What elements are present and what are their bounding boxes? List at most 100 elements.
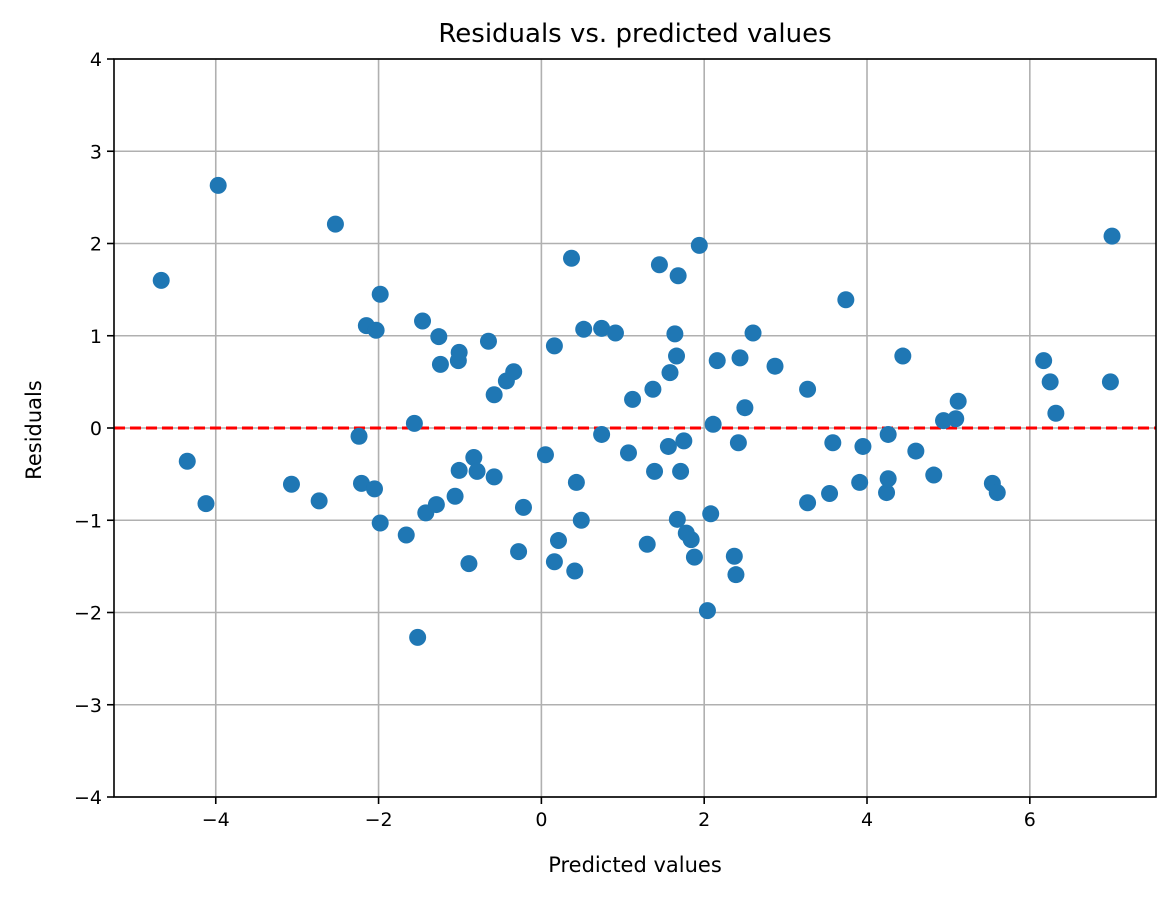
data-point: [485, 386, 503, 404]
data-point: [659, 437, 677, 455]
data-point: [427, 496, 445, 514]
data-point: [646, 462, 664, 480]
data-point: [566, 562, 584, 580]
data-point: [821, 484, 839, 502]
y-tick-label: 1: [90, 326, 102, 348]
y-tick-label: −3: [74, 695, 102, 717]
data-point: [725, 547, 743, 565]
data-point: [282, 475, 300, 493]
y-axis-label: Residuals: [22, 380, 46, 480]
y-tick-label: 0: [90, 418, 102, 440]
data-point: [414, 312, 432, 330]
data-point: [731, 349, 749, 367]
data-point: [638, 535, 656, 553]
data-points: [152, 176, 1121, 646]
data-point: [682, 531, 700, 549]
y-axis-ticks: −4 −3 −2 −1 0 1 2 3 4: [74, 49, 114, 809]
data-point: [668, 510, 686, 528]
data-point: [1035, 352, 1053, 370]
data-point: [209, 176, 227, 194]
data-point: [549, 532, 567, 550]
data-point: [947, 410, 965, 428]
data-point: [371, 285, 389, 303]
data-point: [197, 495, 215, 513]
data-point: [371, 514, 389, 532]
x-tick-label: −2: [365, 809, 393, 831]
x-axis-ticks: −4 −2 0 2 4 6: [202, 797, 1036, 831]
y-tick-label: −1: [74, 510, 102, 532]
data-point: [352, 474, 370, 492]
data-point: [178, 452, 196, 470]
data-point: [563, 249, 581, 267]
data-point: [824, 434, 842, 452]
y-tick-label: 4: [90, 49, 102, 71]
data-point: [409, 628, 427, 646]
data-point: [708, 352, 726, 370]
x-tick-label: −4: [202, 809, 230, 831]
x-tick-label: 6: [1024, 809, 1036, 831]
x-axis-label: Predicted values: [548, 853, 722, 877]
data-point: [727, 566, 745, 584]
data-point: [367, 321, 385, 339]
data-point: [851, 473, 869, 491]
data-point: [510, 543, 528, 561]
data-point: [799, 380, 817, 398]
data-point: [675, 432, 693, 450]
data-point: [468, 462, 486, 480]
data-point: [698, 602, 716, 620]
data-point: [430, 328, 448, 346]
data-point: [366, 480, 383, 498]
data-point: [536, 446, 554, 464]
data-point: [704, 415, 722, 433]
data-point: [310, 492, 328, 510]
data-point: [729, 434, 747, 452]
x-tick-label: 2: [698, 809, 710, 831]
data-point: [1101, 373, 1119, 391]
data-point: [799, 494, 817, 512]
data-point: [744, 324, 762, 342]
data-point: [624, 390, 642, 408]
data-point: [690, 236, 708, 254]
data-point: [878, 484, 896, 502]
data-point: [894, 347, 912, 365]
chart-title: Residuals vs. predicted values: [438, 19, 831, 49]
data-point: [988, 484, 1006, 502]
data-point: [514, 498, 532, 516]
data-point: [326, 215, 344, 233]
data-point: [505, 363, 523, 381]
data-point: [405, 414, 423, 432]
data-point: [450, 461, 468, 479]
x-tick-label: 0: [535, 809, 547, 831]
data-point: [606, 324, 624, 342]
data-point: [545, 337, 563, 355]
data-point: [460, 555, 478, 573]
data-point: [572, 511, 590, 529]
data-point: [431, 355, 449, 373]
data-point: [669, 267, 687, 285]
data-point: [668, 347, 686, 365]
data-point: [1041, 373, 1059, 391]
y-tick-label: −4: [74, 787, 102, 809]
y-tick-label: −2: [74, 603, 102, 625]
y-tick-label: 2: [90, 234, 102, 256]
data-point: [479, 332, 497, 350]
data-point: [672, 462, 690, 480]
data-point: [465, 449, 483, 467]
data-point: [1047, 404, 1065, 422]
y-tick-label: 3: [90, 141, 102, 163]
data-point: [545, 553, 563, 571]
data-point: [397, 526, 415, 544]
x-tick-label: 4: [861, 809, 873, 831]
data-point: [666, 325, 684, 343]
data-point: [593, 425, 611, 443]
data-point: [854, 437, 872, 455]
data-point: [152, 271, 170, 289]
data-point: [879, 470, 897, 488]
data-point: [650, 256, 668, 274]
data-point: [644, 380, 662, 398]
data-point: [766, 357, 784, 375]
data-point: [949, 392, 967, 410]
data-point: [661, 364, 679, 382]
data-point: [925, 466, 943, 484]
